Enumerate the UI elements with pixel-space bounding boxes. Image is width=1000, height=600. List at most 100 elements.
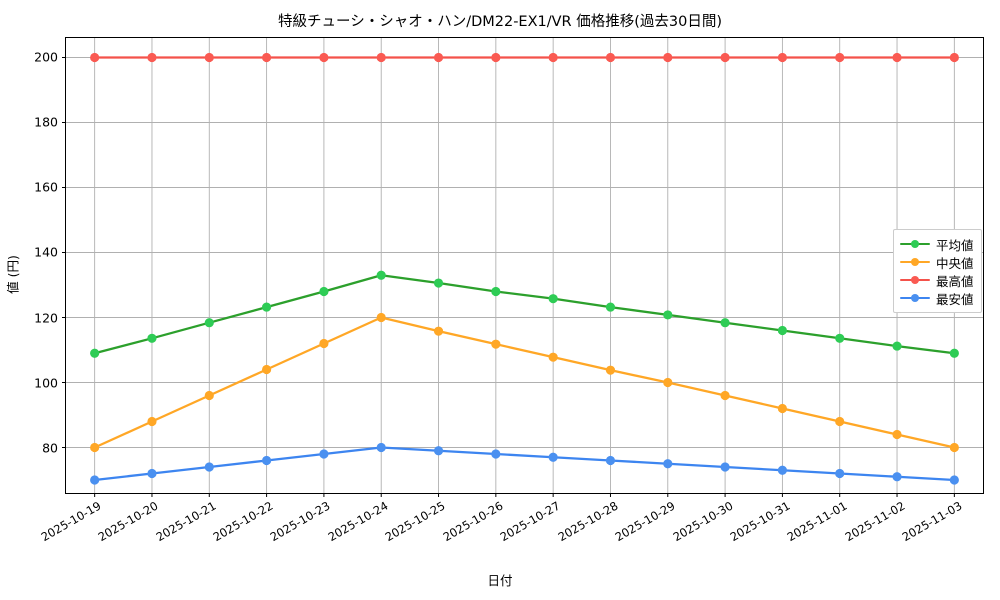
data-point-marker xyxy=(892,472,902,482)
data-point-marker xyxy=(90,52,100,63)
data-point-marker xyxy=(777,52,787,63)
data-point-marker xyxy=(376,270,386,280)
y-axis-tick-label: 100 xyxy=(34,375,58,391)
data-point-marker xyxy=(720,318,730,328)
data-point-marker xyxy=(147,416,157,427)
data-point-marker xyxy=(204,390,214,401)
data-point-marker xyxy=(147,52,157,63)
data-point-marker xyxy=(548,294,558,304)
data-point-marker xyxy=(605,365,616,375)
data-point-marker xyxy=(663,377,673,388)
data-point-marker xyxy=(835,333,845,343)
data-point-marker xyxy=(605,455,616,466)
data-point-marker xyxy=(720,390,730,401)
x-axis-tick-label: 2025-10-22 xyxy=(210,498,276,545)
x-axis-tick-label: 2025-10-23 xyxy=(268,498,333,545)
data-point-marker xyxy=(491,286,501,297)
data-point-marker xyxy=(777,465,787,475)
legend-marker-icon xyxy=(911,294,919,302)
data-point-marker xyxy=(949,348,959,358)
series-2 xyxy=(90,312,959,453)
chart-title: 特級チューシ・シャオ・ハン/DM22-EX1/VR 価格推移(過去30日間) xyxy=(277,14,723,30)
data-point-marker xyxy=(663,310,673,320)
data-point-marker xyxy=(835,468,845,479)
data-point-marker xyxy=(262,455,272,466)
legend-label: 最安値 xyxy=(936,291,974,307)
data-point-marker xyxy=(720,462,730,472)
legend-item-2[interactable]: 中央値 xyxy=(900,253,974,271)
data-point-marker xyxy=(491,339,501,349)
x-axis-tick-label: 2025-10-29 xyxy=(612,498,678,545)
data-point-marker xyxy=(204,462,214,472)
y-axis-tick-label: 160 xyxy=(34,179,58,195)
series-line xyxy=(93,316,956,449)
x-axis-tick-label: 2025-11-01 xyxy=(784,498,850,545)
data-point-marker xyxy=(433,326,444,336)
data-point-marker xyxy=(319,52,329,63)
series-3 xyxy=(90,52,959,63)
legend-swatch-icon xyxy=(900,255,930,269)
data-point-marker xyxy=(949,475,959,485)
legend-item-1[interactable]: 平均値 xyxy=(900,235,974,253)
data-point-marker xyxy=(491,52,501,63)
data-point-marker xyxy=(720,52,730,63)
data-point-marker xyxy=(204,52,214,63)
data-point-marker xyxy=(90,442,100,453)
data-point-marker xyxy=(663,52,673,63)
y-axis-tick-label: 140 xyxy=(34,244,58,260)
series-line xyxy=(93,446,956,482)
data-point-marker xyxy=(376,312,386,323)
data-point-marker xyxy=(548,452,558,462)
x-axis-tick-label: 2025-10-19 xyxy=(38,498,104,545)
data-point-marker xyxy=(777,403,787,414)
legend-label: 最高値 xyxy=(936,273,974,289)
y-axis-title: 値 (円) xyxy=(5,255,21,294)
data-point-marker xyxy=(433,446,444,456)
y-axis-tick-label: 80 xyxy=(42,440,58,456)
data-point-marker xyxy=(204,318,214,328)
data-point-marker xyxy=(376,442,386,453)
data-point-marker xyxy=(605,302,616,312)
legend-item-3[interactable]: 最高値 xyxy=(900,271,974,289)
data-point-marker xyxy=(777,325,787,336)
data-point-marker xyxy=(319,449,329,459)
data-point-marker xyxy=(663,459,673,469)
x-axis-tick-label: 2025-11-02 xyxy=(842,498,908,545)
data-point-marker xyxy=(949,52,959,63)
x-axis-tick-label: 2025-10-30 xyxy=(670,498,735,545)
data-point-marker xyxy=(892,341,902,351)
x-axis-tick-label: 2025-10-20 xyxy=(95,498,161,545)
series-4 xyxy=(90,442,959,485)
x-axis-tick-label: 2025-11-03 xyxy=(899,498,965,545)
data-point-marker xyxy=(835,416,845,427)
y-axis-tick-label: 200 xyxy=(34,49,58,65)
y-axis-tick-label: 180 xyxy=(34,114,58,130)
data-point-marker xyxy=(262,52,272,63)
data-point-marker xyxy=(433,278,444,288)
data-point-marker xyxy=(491,449,501,459)
x-axis-tick-label: 2025-10-31 xyxy=(727,498,793,545)
data-point-marker xyxy=(90,348,100,358)
data-point-marker xyxy=(433,52,444,63)
legend-marker-icon xyxy=(911,240,919,248)
legend-marker-icon xyxy=(911,258,919,266)
legend-label: 平均値 xyxy=(936,237,974,253)
x-axis-tick-label: 2025-10-21 xyxy=(153,498,219,545)
data-point-marker xyxy=(262,302,272,312)
data-point-marker xyxy=(892,52,902,63)
data-point-marker xyxy=(605,52,616,63)
data-point-marker xyxy=(319,286,329,297)
grid-lines xyxy=(62,38,983,497)
data-point-marker xyxy=(147,333,157,343)
legend-item-4[interactable]: 最安値 xyxy=(900,289,974,307)
x-axis-tick-label: 2025-10-25 xyxy=(382,498,448,545)
legend-swatch-icon xyxy=(900,237,930,251)
data-point-marker xyxy=(835,52,845,63)
x-axis-tick-label: 2025-10-27 xyxy=(497,498,563,545)
x-axis-title: 日付 xyxy=(487,573,513,588)
x-axis-tick-label: 2025-10-24 xyxy=(325,498,391,545)
series-line xyxy=(93,274,956,355)
plot-area xyxy=(62,37,984,497)
x-axis-tick-label: 2025-10-28 xyxy=(555,498,621,545)
